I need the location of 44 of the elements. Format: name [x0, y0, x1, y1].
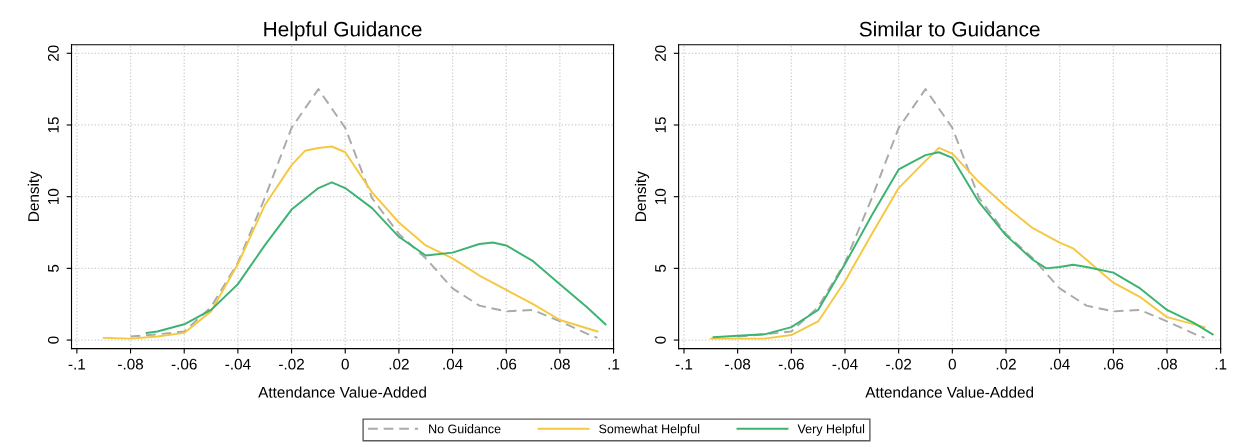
y-tick-label: 20 [47, 45, 59, 62]
x-axis-title: Attendance Value-Added [258, 386, 426, 398]
x-tick-label: .02 [389, 358, 409, 370]
x-tick-label: .04 [443, 358, 463, 370]
x-tick-label: -.06 [778, 358, 804, 370]
x-tick-label: -.1 [68, 358, 86, 370]
legend-label: No Guidance [429, 424, 501, 434]
x-tick-label: -.1 [675, 358, 693, 370]
x-axis-title: Attendance Value-Added [865, 386, 1034, 398]
y-tick-label: 15 [48, 117, 59, 133]
line-series [102, 145, 599, 340]
y-tick-label: 5 [48, 264, 59, 273]
legend-label: Very Helpful [797, 424, 865, 436]
x-tick-label: .06 [1104, 358, 1124, 370]
x-tick-label: .1 [608, 358, 620, 370]
y-tick-label: 10 [47, 188, 59, 205]
y-tick-label: 5 [655, 264, 666, 273]
line-series [145, 181, 607, 334]
y-axis-title: Density [634, 171, 650, 221]
x-tick-label: 0 [341, 358, 349, 370]
x-tick-label: .06 [497, 358, 517, 370]
chart-title: Similar to Guidance [859, 21, 1040, 37]
x-tick-label: .04 [1050, 358, 1070, 370]
x-tick-label: -.08 [118, 358, 144, 370]
y-tick-label: 10 [655, 188, 666, 205]
x-tick-label: -.04 [832, 358, 858, 370]
y-axis-title: Density [27, 171, 42, 221]
chart-title: Helpful Guidance [264, 21, 422, 41]
y-tick-label: 15 [655, 117, 666, 133]
line-series [129, 88, 599, 339]
x-tick-label: .1 [1215, 358, 1227, 370]
x-tick-label: -.02 [279, 358, 304, 370]
x-tick-label: -.08 [725, 358, 751, 370]
y-tick-label: 0 [47, 336, 59, 344]
x-tick-label: .08 [550, 358, 570, 370]
legend-label: Somewhat Helpful [599, 424, 700, 436]
x-tick-label: 0 [948, 358, 956, 370]
x-tick-label: .02 [996, 358, 1016, 370]
x-tick-label: -.02 [886, 358, 912, 370]
x-tick-label: -.04 [225, 358, 251, 370]
y-tick-label: 20 [655, 45, 666, 62]
x-tick-label: -.06 [171, 358, 197, 370]
y-tick-label: 0 [655, 336, 666, 344]
x-tick-label: .08 [1157, 358, 1177, 370]
